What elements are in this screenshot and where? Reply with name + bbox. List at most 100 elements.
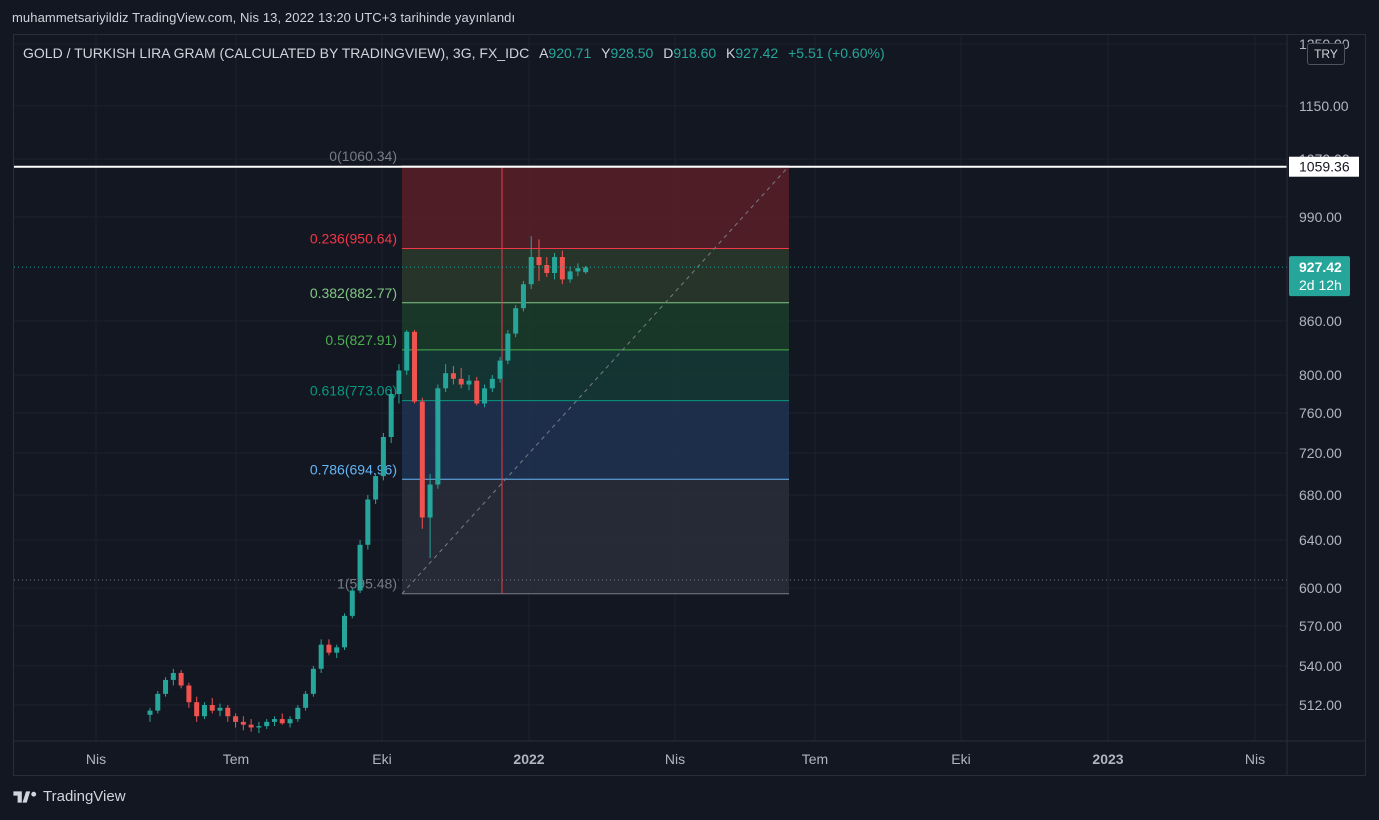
candle-body: [287, 719, 293, 724]
time-tick-label: Nis: [665, 751, 685, 767]
candle-body: [443, 373, 449, 389]
time-tick-label: Nis: [86, 751, 106, 767]
candle-body: [240, 721, 246, 725]
candle-body: [513, 308, 519, 334]
fib-zone: [402, 400, 789, 480]
candle-body: [225, 707, 231, 717]
low-value: 918.60: [673, 45, 717, 61]
price-tick-label: 990.00: [1299, 209, 1342, 225]
candle: [155, 691, 161, 714]
candle: [233, 713, 239, 728]
candle: [334, 644, 340, 658]
candle: [513, 305, 519, 338]
candle: [435, 384, 441, 489]
publish-header: muhammetsariyildiz TradingView.com, Nis …: [12, 10, 516, 25]
symbol-title: GOLD / TURKISH LIRA GRAM (CALCULATED BY …: [23, 45, 530, 61]
candle: [380, 433, 386, 481]
candle: [396, 364, 402, 404]
candle-body: [147, 710, 153, 715]
axes: 1250.001150.001070.00990.00860.00800.007…: [14, 35, 1365, 775]
price-tick-label: 860.00: [1299, 313, 1342, 329]
low-label: D: [663, 45, 674, 61]
fib-level-label: 0.618(773.06): [310, 383, 397, 399]
candle: [163, 677, 169, 697]
candle-body: [279, 719, 285, 724]
fib-level-label: 0(1060.34): [329, 148, 397, 164]
price-tick-label: 570.00: [1299, 618, 1342, 634]
candle-body: [466, 380, 472, 385]
fib-zone: [402, 479, 789, 594]
candle: [342, 613, 347, 650]
time-tick-label: Nis: [1245, 751, 1265, 767]
candle: [217, 703, 223, 717]
candle: [186, 682, 192, 708]
price-tick-label: 760.00: [1299, 405, 1342, 421]
candle: [419, 397, 425, 529]
price-tick-label: 600.00: [1299, 580, 1342, 596]
candle: [279, 713, 285, 725]
candle: [295, 705, 301, 722]
candle-body: [536, 257, 542, 265]
candle-body: [349, 590, 355, 616]
candle: [373, 474, 379, 504]
fib-zone: [402, 248, 789, 303]
open-label: A: [539, 45, 549, 61]
price-tick-label: 800.00: [1299, 367, 1342, 383]
candle: [365, 495, 371, 550]
fib-zone: [402, 302, 789, 350]
candle-body: [318, 644, 324, 669]
candle: [443, 364, 449, 393]
candle-body: [334, 647, 340, 653]
candle: [388, 388, 394, 443]
candle: [303, 691, 309, 711]
candle: [318, 639, 324, 673]
candle-body: [163, 679, 169, 694]
candle: [404, 330, 410, 375]
candle: [489, 375, 495, 393]
candle-body: [489, 378, 495, 389]
candle-body: [303, 693, 309, 708]
symbol-legend: GOLD / TURKISH LIRA GRAM (CALCULATED BY …: [23, 45, 885, 61]
candle: [536, 239, 542, 281]
time-tick-label: Tem: [802, 751, 828, 767]
candle-body: [396, 370, 402, 394]
candle: [520, 281, 526, 312]
candle: [349, 588, 355, 619]
candle-body: [264, 721, 270, 727]
price-tick-label: 640.00: [1299, 532, 1342, 548]
candle-body: [528, 257, 534, 285]
candle: [194, 696, 200, 722]
fib-zone: [402, 166, 789, 249]
candle-body: [295, 707, 301, 720]
candle-body: [450, 373, 456, 379]
candle: [271, 716, 277, 727]
candle-body: [209, 705, 215, 711]
candle: [412, 330, 418, 404]
candle: [575, 263, 581, 277]
fib-trend-line: [401, 165, 790, 595]
fib-level-label: 0.236(950.64): [310, 230, 397, 246]
tradingview-logo[interactable]: TradingView: [13, 788, 126, 805]
candle-body: [559, 257, 565, 280]
fibonacci-retracement: 0(1060.34) 0.236(950.64) 0.382(882.77) 0.5(…: [310, 148, 790, 595]
candle-body: [178, 672, 184, 686]
fib-level-label: 0.5(827.91): [325, 332, 397, 348]
price-tick-label: 540.00: [1299, 658, 1342, 674]
candle: [225, 705, 231, 722]
candle-body: [520, 284, 526, 309]
currency-button[interactable]: TRY: [1307, 43, 1345, 65]
candle-body: [326, 644, 332, 653]
candle-body: [365, 499, 371, 545]
price-tick-label: 512.00: [1299, 697, 1342, 713]
candle-body: [170, 672, 176, 680]
candle-body: [388, 394, 394, 437]
candle-body: [310, 668, 316, 694]
candle: [528, 236, 534, 289]
candle: [458, 367, 464, 389]
candle-body: [474, 380, 480, 404]
candle-body: [412, 331, 418, 402]
candle: [240, 716, 246, 731]
price-lines: [14, 165, 1287, 581]
candle-body: [435, 388, 441, 485]
